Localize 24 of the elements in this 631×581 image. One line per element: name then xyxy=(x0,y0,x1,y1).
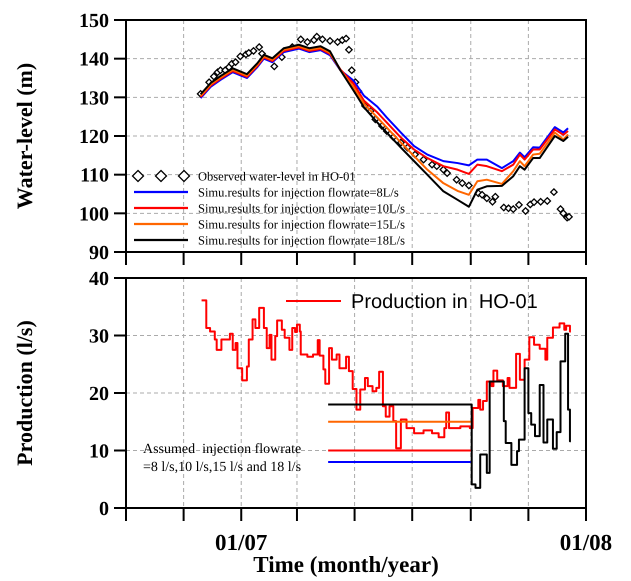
y-axis-title: Production (l/s) xyxy=(12,320,37,466)
y-tick-label: 120 xyxy=(79,126,109,148)
y-tick-label: 10 xyxy=(89,440,109,462)
y-tick-label: 110 xyxy=(80,164,109,187)
y-tick-label: 100 xyxy=(79,203,109,226)
legend-label: Production in HO-01 xyxy=(351,291,538,313)
y-tick-label: 140 xyxy=(79,48,109,71)
x-axis-title: Time (month/year) xyxy=(253,552,439,577)
x-tick-label: 01/08 xyxy=(560,530,612,555)
y-axis-title: Water-level (m) xyxy=(12,62,37,210)
legend-label: Simu.results for injection flowrate=15L/s xyxy=(198,217,406,232)
legend-label: Simu.results for injection flowrate=10L/s xyxy=(198,201,406,216)
legend-label: Simu.results for injection flowrate=8L/s xyxy=(198,185,399,200)
x-tick-label: 01/07 xyxy=(215,530,268,555)
y-tick-label: 20 xyxy=(89,383,109,405)
legend-label: Simu.results for injection flowrate=18L/s xyxy=(198,233,406,248)
y-tick-label: 40 xyxy=(89,268,109,290)
y-tick-label: 0 xyxy=(99,498,109,520)
legend-label: Observed water-level in HO-01 xyxy=(198,169,356,184)
y-tick-label: 90 xyxy=(89,242,109,264)
annotation: Assumed injection flowrate =8 l/s,10 l/s,15 l/s and 18 l/s xyxy=(143,442,302,475)
y-tick-label: 30 xyxy=(89,326,109,348)
y-tick-label: 150 xyxy=(79,10,109,32)
y-tick-label: 130 xyxy=(79,87,109,110)
